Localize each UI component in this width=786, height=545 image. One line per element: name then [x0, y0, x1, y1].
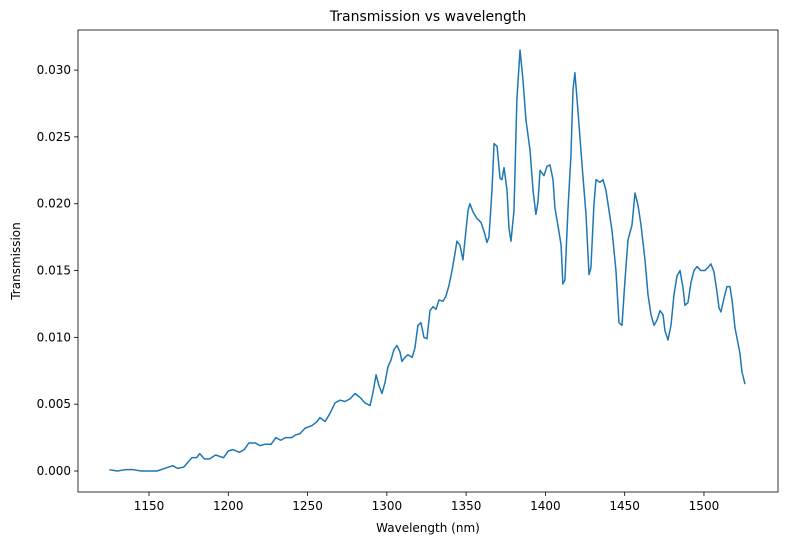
x-tick-label: 1350	[451, 499, 482, 513]
x-tick-label: 1300	[372, 499, 403, 513]
y-tick-label: 0.005	[37, 397, 71, 411]
y-tick-label: 0.000	[37, 464, 71, 478]
x-tick-label: 1200	[213, 499, 244, 513]
x-tick-label: 1500	[689, 499, 720, 513]
x-tick-label: 1450	[609, 499, 640, 513]
x-axis-label: Wavelength (nm)	[376, 521, 480, 535]
axes-frame	[77, 29, 779, 493]
y-tick-label: 0.020	[37, 197, 71, 211]
y-tick-label: 0.010	[37, 330, 71, 344]
y-tick-label: 0.025	[37, 130, 71, 144]
y-tick-label: 0.015	[37, 264, 71, 278]
y-axis-label: Transmission	[9, 222, 23, 301]
x-tick-label: 1400	[530, 499, 561, 513]
chart-title: Transmission vs wavelength	[329, 9, 526, 25]
x-tick-label: 1150	[134, 499, 165, 513]
x-tick-label: 1250	[292, 499, 323, 513]
y-tick-label: 0.030	[37, 63, 71, 77]
data-line	[109, 49, 746, 472]
plot-area	[109, 49, 746, 472]
